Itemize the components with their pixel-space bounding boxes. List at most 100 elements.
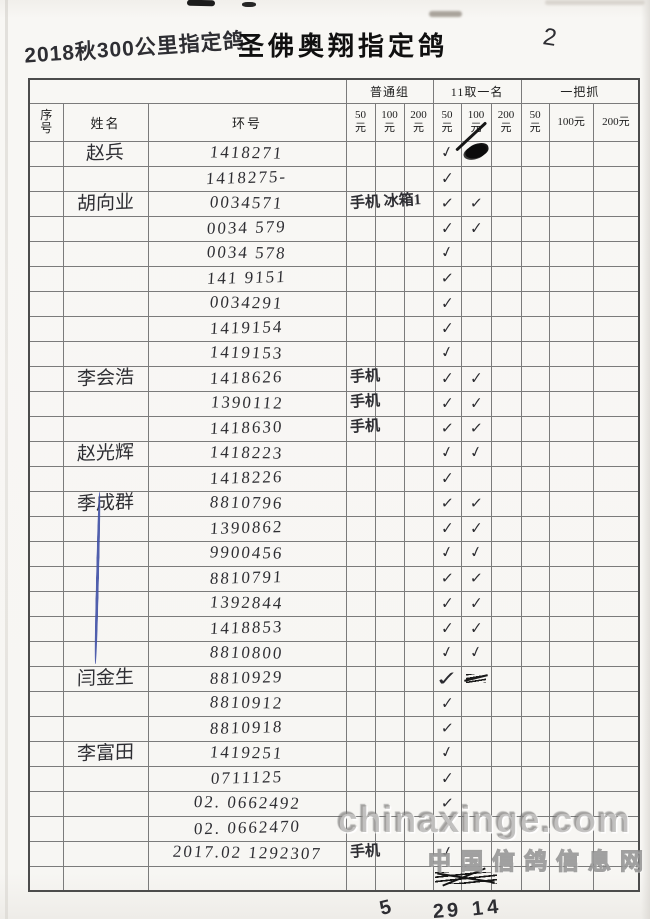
serial-cell — [28, 240, 64, 267]
table-row: 李会浩 1418626 手机 ✓ ✓ — [28, 365, 640, 392]
ring-number: 02. 0662492 — [192, 792, 302, 813]
mark-cell — [403, 715, 434, 742]
checkmark-icon: ✓ — [468, 568, 484, 588]
table-row: 胡向业 0034571 手机 冰箱1 ✓ ✓ — [28, 190, 640, 217]
mark-cell — [403, 490, 434, 517]
mark-cell — [374, 865, 405, 892]
table-row: 8810800 ✓ ✓ — [28, 640, 640, 667]
ring-cell: 8810918 — [147, 715, 347, 742]
mark-cell — [548, 315, 594, 342]
serial-cell — [28, 365, 64, 392]
serial-cell — [28, 390, 64, 417]
mark-cell — [490, 640, 522, 667]
mark-cell: ✓ — [432, 615, 462, 642]
price-column-header: 100元 — [548, 102, 594, 142]
ring-number: 8810912 — [209, 692, 285, 713]
mark-cell — [403, 190, 434, 217]
mark-cell — [403, 415, 434, 442]
ring-cell: 1418853 — [147, 615, 347, 642]
price-column-header: 200元 — [490, 102, 522, 142]
name-cell — [62, 390, 149, 417]
mark-cell — [592, 215, 640, 242]
phone-note: 手机 — [349, 392, 380, 411]
name-column-header: 姓名 — [62, 102, 149, 142]
name-cell — [62, 865, 149, 892]
checkmark-icon: ✓ — [440, 593, 454, 613]
table-row: 8810918 ✓ — [28, 715, 640, 742]
mark-cell — [520, 465, 550, 492]
name-cell — [62, 565, 149, 592]
ring-cell: 1418223 — [147, 440, 347, 467]
mark-cell: ✓ — [432, 590, 462, 617]
mark-cell — [490, 490, 522, 517]
scratch-out-mark — [466, 673, 487, 683]
mark-cell — [520, 490, 550, 517]
name-cell — [62, 640, 149, 667]
table-row: 赵兵 1418271 ✓ — [28, 140, 640, 167]
mark-cell — [592, 240, 640, 267]
mark-cell — [592, 490, 640, 517]
price-column-header: 50元 — [520, 102, 550, 142]
mark-cell — [592, 740, 640, 767]
mark-cell — [374, 540, 405, 567]
mark-cell — [345, 140, 376, 167]
ring-number: 8810929 — [209, 667, 285, 688]
mark-cell — [548, 265, 594, 292]
checkmark-icon: ✓ — [439, 568, 455, 588]
ring-number: 02. 0662470 — [192, 816, 302, 839]
mark-cell — [548, 590, 594, 617]
serial-column-header: 序号 — [28, 102, 64, 142]
checkmark-icon: ✓ — [438, 141, 455, 163]
mark-cell — [548, 515, 594, 542]
mark-cell — [460, 265, 492, 292]
ring-number: 8810800 — [209, 642, 285, 663]
name-cell: 李富田 — [62, 740, 149, 767]
ring-number: 1419153 — [209, 342, 285, 363]
mark-cell — [548, 865, 594, 892]
ring-number: 0711125 — [210, 767, 284, 788]
name-cell — [62, 840, 149, 867]
scan-edge-shadow-left — [5, 0, 8, 919]
price-column-header: 50元 — [345, 102, 376, 142]
mark-cell — [460, 140, 492, 167]
mark-cell — [403, 315, 434, 342]
table-row: 1418275- ✓ — [28, 165, 640, 192]
mark-cell — [345, 240, 376, 267]
mark-cell — [520, 265, 550, 292]
mark-cell — [490, 540, 522, 567]
mark-cell — [460, 290, 492, 317]
ring-cell: 8810929 — [147, 665, 347, 692]
mark-cell — [403, 515, 434, 542]
checkmark-icon: ✓ — [440, 218, 454, 238]
fancier-name: 李会浩 — [76, 366, 135, 390]
mark-cell — [490, 715, 522, 742]
name-cell — [62, 265, 149, 292]
ring-number: 0034571 — [209, 192, 285, 213]
mark-cell — [592, 415, 640, 442]
serial-cell — [28, 790, 64, 817]
mark-cell — [374, 440, 405, 467]
mark-cell — [403, 865, 434, 892]
serial-cell — [28, 615, 64, 642]
mark-cell: 手机 冰箱1 — [345, 190, 421, 217]
mark-cell — [403, 640, 434, 667]
mark-cell — [403, 140, 434, 167]
checkmark-icon: ✓ — [469, 218, 483, 238]
mark-cell: ✓ — [432, 640, 462, 667]
table-row: 李富田 1419251 ✓ — [28, 740, 640, 767]
ring-number: 1419154 — [209, 317, 285, 338]
mark-cell — [403, 590, 434, 617]
mark-cell — [345, 865, 376, 892]
phone-note: 手机 — [349, 417, 380, 436]
mark-cell — [490, 465, 522, 492]
mark-cell — [548, 640, 594, 667]
mark-cell — [520, 665, 550, 692]
mark-cell — [374, 290, 405, 317]
mark-cell: ✓ — [460, 490, 492, 517]
mark-cell — [345, 590, 376, 617]
mark-cell — [345, 265, 376, 292]
ring-cell: 1419153 — [147, 340, 347, 367]
mark-cell: ✓ — [432, 265, 462, 292]
mark-cell — [520, 165, 550, 192]
name-cell — [62, 215, 149, 242]
